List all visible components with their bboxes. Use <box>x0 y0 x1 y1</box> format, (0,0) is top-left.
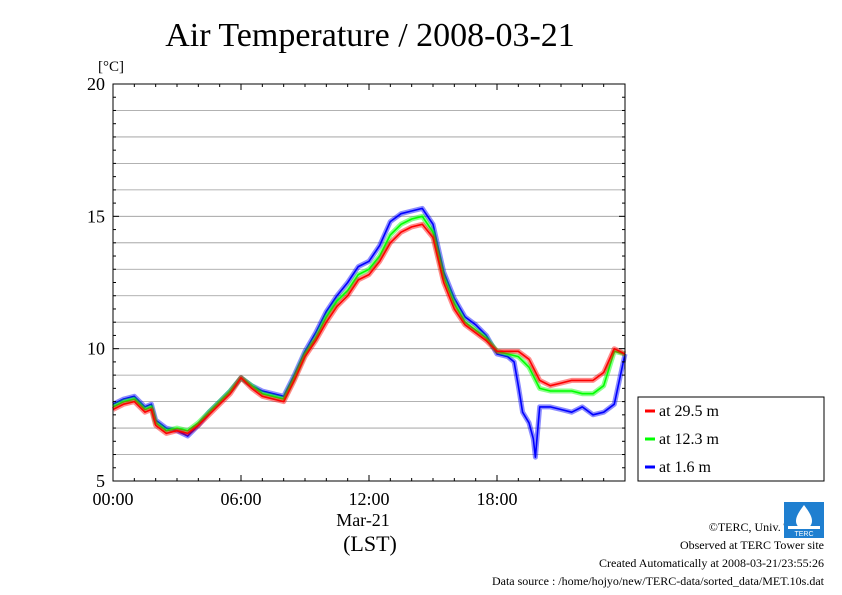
x-axis-unit-label: (LST) <box>343 531 397 556</box>
series-line <box>112 215 626 432</box>
y-axis-unit-label: [°C] <box>98 59 124 75</box>
legend-label: at 1.6 m <box>659 459 712 476</box>
x-tick-label: 12:00 <box>348 489 389 509</box>
legend-label: at 12.3 m <box>659 431 720 448</box>
y-tick-label: 15 <box>87 206 105 226</box>
y-tick-label: 20 <box>87 74 105 94</box>
series-line <box>112 207 626 459</box>
legend-label: at 29.5 m <box>659 403 720 420</box>
series-band <box>111 205 628 460</box>
data-series <box>111 205 628 460</box>
series-band <box>111 221 627 436</box>
x-tick-label: 06:00 <box>220 489 261 509</box>
axis-ticks: 5 10 15 20 00:00 06:00 12:00 18:00 <box>87 74 626 509</box>
legend: at 29.5 m at 12.3 m at 1.6 m <box>637 396 825 482</box>
site-text: Observed at TERC Tower site <box>679 538 824 552</box>
x-tick-label: 18:00 <box>476 489 517 509</box>
logo-text: TERC <box>794 531 813 538</box>
x-axis-date-label: Mar-21 <box>336 510 390 530</box>
series-line <box>112 223 626 435</box>
y-tick-label: 5 <box>96 471 105 491</box>
series-band <box>111 213 626 434</box>
chart-title: Air Temperature / 2008-03-21 <box>165 17 575 54</box>
plot-frame <box>112 83 626 482</box>
terc-logo-icon: TERC <box>784 502 824 538</box>
data-source-text: Data source : /home/hojyo/new/TERC-data/… <box>491 574 824 588</box>
gridlines <box>113 110 625 455</box>
legend-box <box>637 396 825 482</box>
created-text: Created Automatically at 2008-03-21/23:5… <box>599 556 824 570</box>
y-tick-label: 10 <box>87 339 105 359</box>
x-tick-label: 00:00 <box>92 489 133 509</box>
